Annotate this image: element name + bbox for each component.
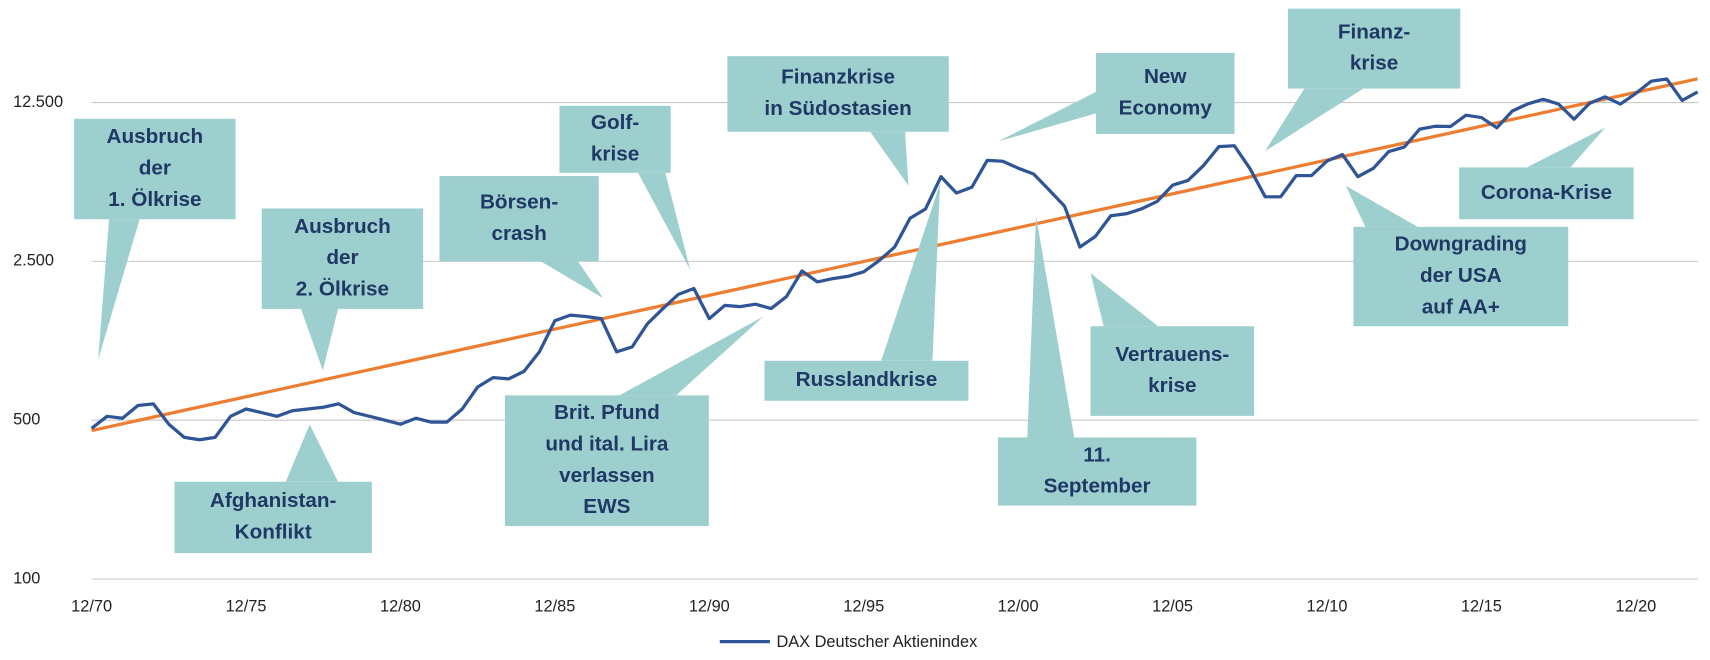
annotation-text: krise xyxy=(1148,374,1196,397)
callout-box xyxy=(439,176,599,262)
callout-box xyxy=(559,105,671,173)
annotation-text: Finanzkrise xyxy=(781,66,895,89)
callout-box xyxy=(764,360,969,401)
annotation-text: krise xyxy=(1350,52,1398,75)
annotation-text: Afghanistan- xyxy=(210,489,337,512)
callout-box xyxy=(74,118,236,220)
trend-line xyxy=(91,77,1698,433)
callout-pointer xyxy=(1526,127,1606,168)
callout-pointer xyxy=(1345,185,1418,227)
data-line xyxy=(90,77,1699,442)
x-tick-label: 12/00 xyxy=(998,597,1039,615)
annotation-text: New xyxy=(1144,65,1188,88)
callout-pointer xyxy=(1090,273,1159,327)
callout-box xyxy=(504,395,709,527)
annotation-text: der USA xyxy=(1420,264,1502,287)
callout-pointer xyxy=(870,131,909,186)
annotation-text: crash xyxy=(491,222,546,245)
callout-box xyxy=(1090,326,1255,416)
callout-pointer xyxy=(997,91,1097,142)
x-tick-label: 12/85 xyxy=(534,597,575,615)
annotation-text: Finanz- xyxy=(1338,20,1411,43)
annotation-text: Brit. Pfund xyxy=(554,401,660,424)
y-tick-label: 2.500 xyxy=(13,252,54,270)
callout-box xyxy=(1459,167,1634,220)
y-tick-label: 500 xyxy=(13,411,40,429)
annotation-text: krise xyxy=(591,143,639,166)
annotation-text: der xyxy=(139,157,171,180)
callout-pointer xyxy=(881,183,941,361)
annotation-text: der xyxy=(326,246,358,269)
annotation-text: September xyxy=(1044,475,1151,498)
x-tick-label: 12/05 xyxy=(1152,597,1193,615)
x-tick-label: 12/15 xyxy=(1461,597,1502,615)
legend-label: DAX Deutscher Aktienindex xyxy=(776,633,977,651)
callout-box xyxy=(174,481,372,554)
callout-pointer xyxy=(637,172,691,271)
x-tick-label: 12/70 xyxy=(71,597,112,615)
annotation-text: 2. Ölkrise xyxy=(296,278,389,301)
callout-box xyxy=(997,437,1197,506)
annotation-text: verlassen xyxy=(559,464,655,487)
annotation-text: Ausbruch xyxy=(107,125,204,148)
y-tick-label: 12.500 xyxy=(13,93,63,111)
callout-pointer xyxy=(285,424,339,482)
callout-pointer xyxy=(1265,88,1364,152)
x-tick-label: 12/80 xyxy=(380,597,421,615)
y-tick-label: 100 xyxy=(13,569,40,587)
annotation-text: Golf- xyxy=(591,111,639,134)
annotation-text: in Südostasien xyxy=(764,97,911,120)
annotation-text: Corona-Krise xyxy=(1481,181,1612,204)
x-tick-label: 12/20 xyxy=(1615,597,1656,615)
x-tick-label: 12/10 xyxy=(1307,597,1348,615)
callout-pointer xyxy=(1027,216,1075,438)
annotation-text: auf AA+ xyxy=(1422,295,1500,318)
callout-pointer xyxy=(300,308,339,371)
annotation-text: Russlandkrise xyxy=(796,368,938,391)
annotation-text: Downgrading xyxy=(1395,233,1527,256)
annotation-text: EWS xyxy=(583,495,630,518)
annotation-text: 11. xyxy=(1083,443,1111,466)
callout-box xyxy=(261,208,424,309)
x-tick-label: 12/75 xyxy=(226,597,267,615)
callout-box xyxy=(1096,52,1235,134)
callout-box xyxy=(727,56,949,132)
callout-pointer xyxy=(540,261,604,299)
annotation-text: Börsen- xyxy=(480,191,558,214)
annotation-text: Konflikt xyxy=(235,521,312,544)
annotation-text: 1. Ölkrise xyxy=(108,188,201,211)
callout-pointer xyxy=(619,316,764,396)
x-tick-label: 12/95 xyxy=(843,597,884,615)
callout-box xyxy=(1353,226,1569,327)
annotation-text: Vertrauens- xyxy=(1115,343,1229,366)
annotation-text: und ital. Lira xyxy=(545,433,669,456)
callout-pointer xyxy=(98,219,140,360)
annotation-text: Ausbruch xyxy=(294,215,391,238)
x-tick-label: 12/90 xyxy=(689,597,730,615)
callout-box xyxy=(1287,8,1461,89)
annotation-text: Economy xyxy=(1119,97,1213,120)
